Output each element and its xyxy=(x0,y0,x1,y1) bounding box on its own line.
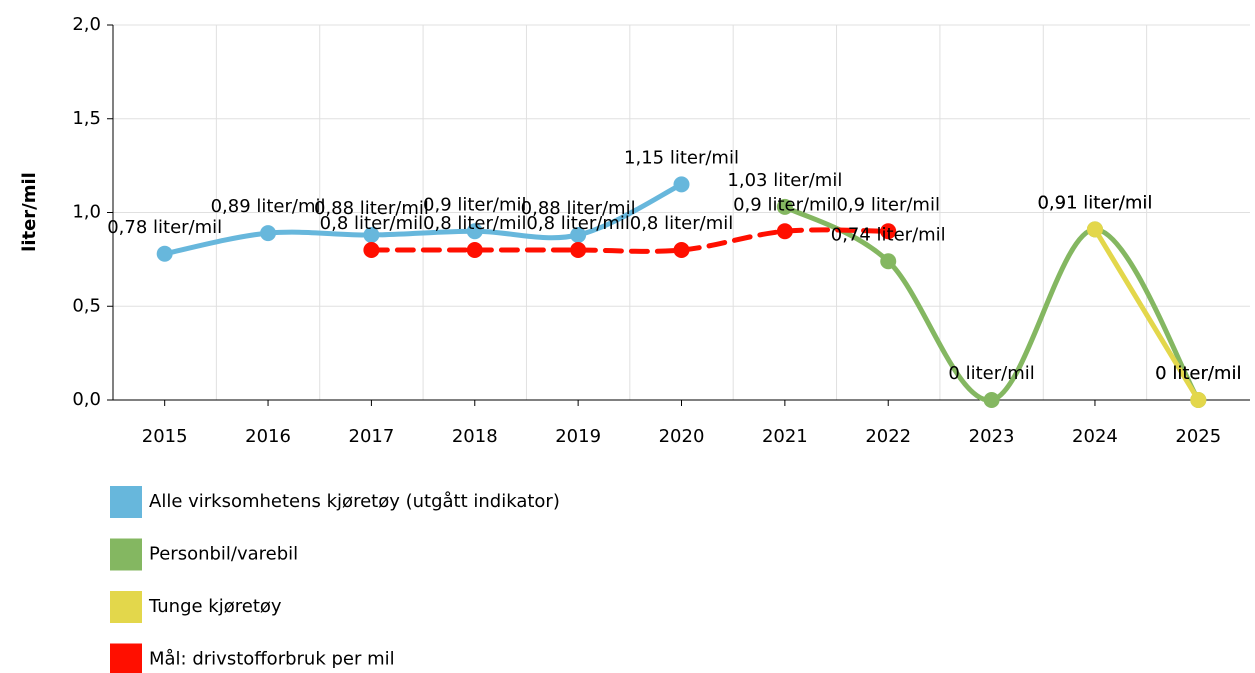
x-tick-label: 2020 xyxy=(659,426,705,447)
data-point xyxy=(363,227,380,243)
data-point xyxy=(1190,392,1207,408)
data-label: 0,91 liter/mil xyxy=(1037,192,1152,213)
legend-swatch xyxy=(110,538,142,571)
data-point xyxy=(570,242,587,258)
y-tick-label: 2,0 xyxy=(72,14,101,35)
x-tick-label: 2024 xyxy=(1072,426,1118,447)
data-label: 0,91 liter/mil xyxy=(1037,192,1152,213)
data-point xyxy=(466,223,483,240)
data-label: 0,89 liter/mil xyxy=(211,196,326,217)
data-point xyxy=(880,223,897,240)
legend-label: Tunge kjøretøy xyxy=(148,596,282,617)
data-point xyxy=(156,245,173,262)
legend-label: Alle virksomhetens kjøretøy (utgått indi… xyxy=(149,491,560,512)
data-label: 1,03 liter/mil xyxy=(727,170,842,191)
y-axis-label: liter/mil xyxy=(19,172,40,252)
x-tick-label: 2017 xyxy=(349,426,395,447)
data-point xyxy=(570,227,587,243)
data-label: 0 liter/mil xyxy=(1155,363,1241,384)
data-point xyxy=(260,225,277,242)
data-point xyxy=(880,253,897,270)
legend-label: Personbil/varebil xyxy=(149,544,298,565)
data-point xyxy=(776,198,793,215)
x-tick-label: 2022 xyxy=(865,426,911,447)
data-label: 1,15 liter/mil xyxy=(624,147,739,168)
x-tick-label: 2016 xyxy=(245,426,291,447)
data-label: 0,9 liter/mil xyxy=(423,194,526,215)
series-line xyxy=(782,204,1201,403)
data-label: 0,8 liter/mil xyxy=(423,213,526,234)
data-point xyxy=(673,242,690,258)
data-point xyxy=(776,223,793,240)
data-label: 0,88 liter/mil xyxy=(521,198,636,219)
legend-swatch xyxy=(110,591,142,623)
x-tick-label: 2023 xyxy=(969,426,1015,447)
y-tick-label: 1,5 xyxy=(72,108,101,129)
data-label: 0,8 liter/mil xyxy=(320,213,423,234)
data-label: 0,74 liter/mil xyxy=(831,224,946,245)
data-point xyxy=(1086,221,1103,238)
y-tick-label: 0,0 xyxy=(72,389,101,410)
data-point xyxy=(363,242,380,258)
series-line xyxy=(368,227,891,254)
y-tick-label: 0,5 xyxy=(72,295,101,316)
x-tick-label: 2019 xyxy=(555,426,601,447)
data-label: 0,88 liter/mil xyxy=(314,198,429,219)
data-point xyxy=(983,392,1000,408)
x-tick-label: 2021 xyxy=(762,426,808,447)
data-label: 0,8 liter/mil xyxy=(630,213,733,234)
x-tick-label: 2015 xyxy=(142,426,188,447)
legend-label: Mål: drivstofforbruk per mil xyxy=(149,649,395,670)
series-line xyxy=(1092,226,1201,403)
y-tick-label: 1,0 xyxy=(72,202,101,223)
data-point xyxy=(673,176,690,193)
data-label: 0,8 liter/mil xyxy=(526,213,629,234)
data-label: 0,9 liter/mil xyxy=(836,194,939,215)
data-label: 0 liter/mil xyxy=(948,363,1034,384)
legend-swatch xyxy=(110,486,142,518)
legend-swatch xyxy=(110,643,142,673)
series-line xyxy=(162,181,684,257)
data-label: 0,9 liter/mil xyxy=(733,194,836,215)
x-tick-label: 2018 xyxy=(452,426,498,447)
data-label: 0,78 liter/mil xyxy=(107,217,222,238)
data-label: 0 liter/mil xyxy=(1155,363,1241,384)
x-tick-label: 2025 xyxy=(1175,426,1221,447)
data-point xyxy=(466,242,483,258)
